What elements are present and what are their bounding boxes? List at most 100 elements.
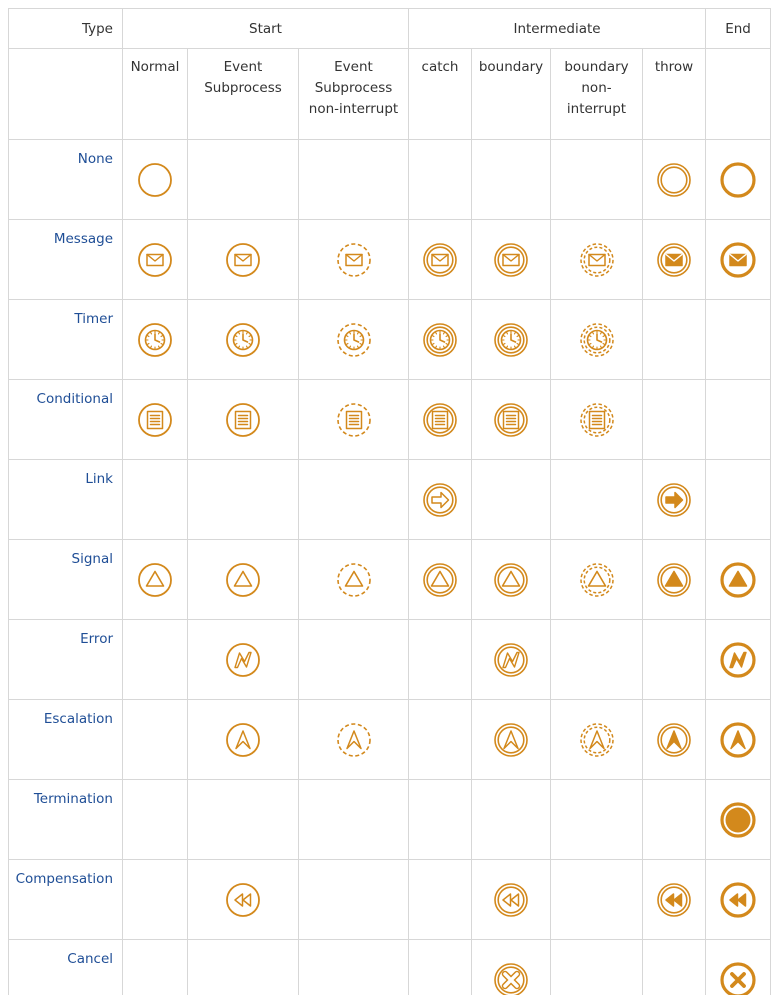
event-row: Cancel	[8, 939, 772, 995]
envelope-icon	[146, 253, 164, 266]
column-header: Event Subprocess non-interrupt	[298, 48, 409, 140]
event-cell	[471, 539, 551, 620]
intermediate-event-icon	[494, 402, 528, 437]
clock-icon	[500, 329, 522, 350]
event-type-label: Termination	[8, 779, 123, 860]
throw-event-icon	[657, 882, 691, 917]
event-rows: None Message Timer Conditional Link Signal Err…	[8, 139, 772, 995]
filled-circle-icon	[725, 807, 751, 832]
event-row: Signal	[8, 539, 772, 620]
end-group-header: End	[705, 8, 772, 49]
clock-icon	[429, 329, 451, 350]
start-event-icon	[138, 562, 172, 597]
event-cell	[187, 219, 299, 300]
event-cell	[641, 859, 707, 940]
non-interrupting-boundary-event-icon	[579, 402, 614, 437]
clock-icon	[144, 329, 166, 350]
event-cell	[705, 139, 772, 220]
event-cell	[122, 619, 188, 700]
envelope-icon	[587, 253, 606, 266]
event-type-label: Compensation	[8, 859, 123, 940]
clock-icon	[586, 329, 607, 350]
intermediate-event-icon	[494, 962, 528, 995]
event-cell	[550, 619, 643, 700]
event-cell	[550, 379, 643, 460]
bpmn-events-table: Type Start Intermediate End Normal Event S…	[8, 8, 772, 995]
column-header-line: boundary	[564, 59, 629, 75]
intermediate-event-icon	[494, 322, 528, 357]
event-cell	[298, 139, 409, 220]
triangle-icon	[728, 570, 748, 587]
start-event-icon	[226, 402, 260, 437]
event-cell	[408, 939, 472, 995]
event-cell	[122, 859, 188, 940]
non-interrupting-start-event-icon	[336, 562, 371, 597]
start-event-icon	[138, 162, 172, 197]
triangle-icon	[501, 570, 521, 587]
event-cell	[408, 779, 472, 860]
event-cell	[705, 699, 772, 780]
event-cell	[641, 779, 707, 860]
intermediate-event-icon	[494, 882, 528, 917]
event-cell	[705, 459, 772, 540]
escalation-arrow-icon	[235, 729, 251, 749]
event-cell	[471, 459, 551, 540]
start-event-icon	[226, 722, 260, 757]
arrow-right-icon	[431, 491, 450, 508]
event-cell	[705, 299, 772, 380]
column-header	[705, 48, 772, 140]
intermediate-group-header: Intermediate	[407, 8, 707, 49]
event-cell	[187, 139, 299, 220]
event-type-label: Cancel	[8, 939, 123, 995]
event-cell	[187, 939, 299, 995]
event-type-label: Timer	[8, 299, 123, 380]
column-header-line: Normal	[130, 59, 180, 75]
envelope-icon	[344, 253, 363, 266]
column-header: Normal	[122, 48, 188, 140]
envelope-icon	[729, 253, 747, 266]
non-interrupting-start-event-icon	[336, 242, 371, 277]
intermediate-event-icon	[423, 402, 457, 437]
lightning-icon	[502, 651, 520, 668]
column-header: boundary	[471, 48, 551, 140]
triangle-icon	[430, 570, 450, 587]
escalation-arrow-icon	[730, 729, 746, 749]
column-header: boundary non-interrupt	[550, 48, 643, 140]
event-cell	[705, 379, 772, 460]
throw-event-icon	[657, 482, 691, 517]
event-row: Termination	[8, 779, 772, 860]
column-header-line: non-interrupt	[308, 101, 399, 117]
document-icon	[502, 410, 520, 429]
envelope-icon	[431, 253, 449, 266]
event-cell	[705, 219, 772, 300]
event-row: None	[8, 139, 772, 220]
throw-event-icon	[657, 242, 691, 277]
cross-icon	[501, 970, 521, 989]
event-cell	[705, 619, 772, 700]
event-cell	[408, 459, 472, 540]
document-icon	[345, 410, 362, 429]
intermediate-event-icon	[423, 322, 457, 357]
start-group-header: Start	[122, 8, 409, 49]
triangle-icon	[233, 570, 253, 587]
lightning-icon	[729, 651, 747, 668]
event-cell	[298, 219, 409, 300]
event-cell	[298, 299, 409, 380]
event-cell	[408, 139, 472, 220]
event-cell	[187, 699, 299, 780]
event-cell	[471, 939, 551, 995]
envelope-icon	[665, 253, 683, 266]
non-interrupting-boundary-event-icon	[579, 242, 614, 277]
event-cell	[122, 459, 188, 540]
event-cell	[122, 219, 188, 300]
end-event-icon	[720, 961, 756, 995]
rewind-icon	[665, 892, 683, 907]
event-cell	[298, 859, 409, 940]
start-event-icon	[138, 242, 172, 277]
event-cell	[408, 619, 472, 700]
event-row: Timer	[8, 299, 772, 380]
event-cell	[550, 539, 643, 620]
event-cell	[298, 539, 409, 620]
event-cell	[550, 299, 643, 380]
escalation-arrow-icon	[503, 729, 519, 749]
